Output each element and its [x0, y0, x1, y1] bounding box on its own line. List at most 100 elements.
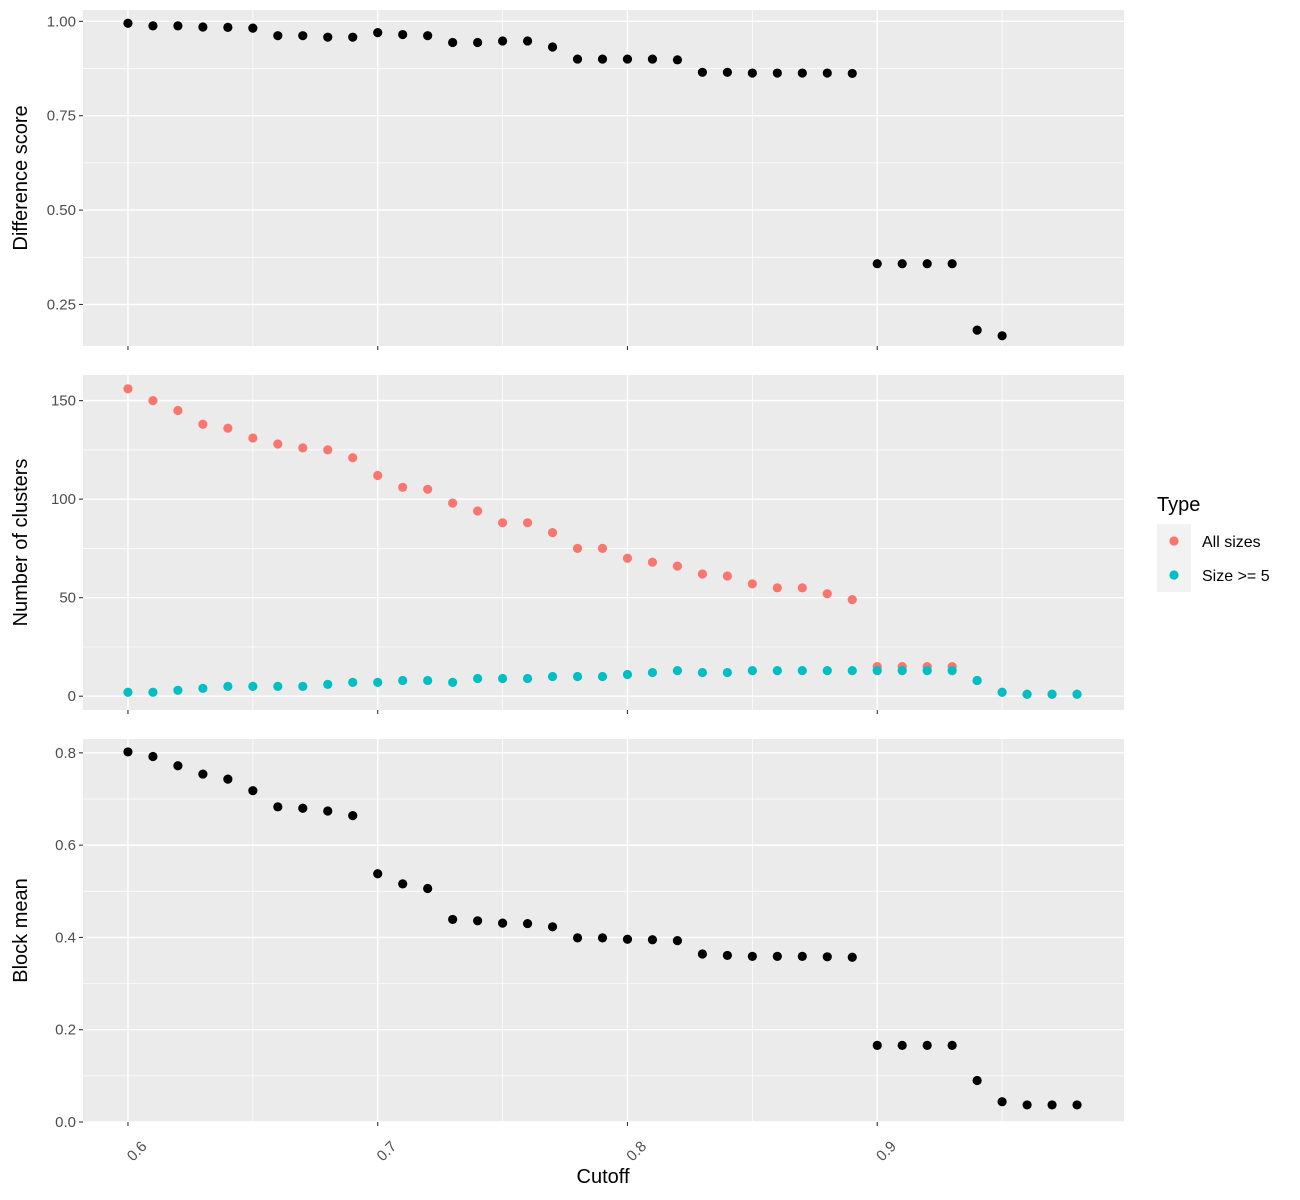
data-point	[947, 1040, 957, 1050]
data-point	[797, 665, 807, 676]
data-point	[148, 751, 158, 762]
data-point	[348, 453, 358, 463]
data-point	[597, 671, 608, 682]
data-point	[847, 68, 857, 79]
y-tick-label: 0.50	[47, 202, 76, 219]
panel-3: 0.0 0.2 0.4 0.6 0.8 Block mean	[10, 739, 1124, 1131]
data-point	[448, 498, 458, 508]
data-point	[672, 665, 683, 676]
data-point	[123, 384, 133, 394]
data-point	[872, 1040, 882, 1050]
y-tick-label: 0.75	[47, 108, 76, 125]
data-point	[772, 68, 782, 78]
data-point	[622, 934, 633, 944]
data-point	[697, 67, 708, 77]
data-point	[198, 22, 208, 32]
data-point	[797, 951, 807, 961]
series-points	[123, 18, 1007, 341]
data-point	[348, 811, 358, 821]
data-point	[223, 774, 233, 784]
data-point	[872, 259, 882, 269]
data-point	[398, 29, 408, 40]
data-point	[922, 1040, 932, 1050]
data-point	[947, 259, 957, 269]
chart-panels: 0.25 0.50 0.75 1.00 Difference score 0 50 100 15…	[10, 10, 1124, 1165]
data-point	[697, 569, 708, 579]
data-point	[497, 918, 508, 928]
data-point	[148, 21, 158, 31]
y-tick-label: 0.2	[55, 1022, 76, 1039]
data-point	[273, 802, 283, 812]
data-point	[348, 32, 358, 42]
data-point	[947, 665, 957, 676]
data-point	[572, 671, 583, 682]
series-points	[123, 747, 1082, 1110]
data-point	[897, 1040, 907, 1050]
legend-key-1	[1169, 536, 1179, 546]
data-point	[697, 667, 708, 678]
data-point	[597, 543, 608, 554]
legend: Type All sizes Size >= 5	[1157, 494, 1270, 592]
x-tick-label: 0.6	[124, 1138, 151, 1165]
y-tick-label: 150	[51, 393, 76, 410]
data-point	[547, 42, 558, 52]
data-point	[772, 665, 782, 676]
data-point	[547, 671, 558, 682]
data-point	[273, 439, 283, 449]
data-point	[473, 506, 483, 516]
data-point	[972, 675, 982, 686]
y-tick-label: 1.00	[47, 13, 76, 30]
data-point	[1047, 1100, 1057, 1110]
data-point	[497, 36, 508, 46]
data-point	[1022, 1100, 1032, 1110]
data-point	[173, 21, 183, 31]
data-point	[323, 679, 333, 689]
data-point	[448, 37, 458, 48]
data-point	[223, 681, 233, 691]
x-tick-label: 0.9	[873, 1138, 900, 1165]
data-point	[722, 667, 732, 678]
data-point	[248, 433, 258, 443]
data-point	[173, 405, 183, 416]
y-tick-label: 0.4	[55, 929, 76, 946]
legend-label: All sizes	[1202, 534, 1261, 551]
data-point	[722, 571, 732, 581]
data-point	[373, 869, 383, 879]
panel-background	[83, 375, 1124, 710]
data-point	[398, 675, 408, 686]
data-point	[897, 665, 907, 676]
data-point	[572, 543, 583, 554]
data-point	[547, 922, 558, 932]
data-point	[473, 37, 483, 48]
data-point	[822, 952, 832, 962]
data-point	[273, 31, 283, 41]
data-point	[722, 950, 732, 961]
data-point	[497, 518, 508, 528]
data-point	[972, 325, 982, 335]
data-point	[597, 54, 608, 64]
data-point	[672, 561, 683, 571]
x-tick-label: 0.8	[623, 1138, 650, 1165]
data-point	[123, 18, 133, 28]
data-point	[522, 918, 533, 929]
data-point	[597, 933, 608, 943]
data-point	[697, 949, 708, 959]
data-point	[323, 445, 333, 455]
data-point	[972, 1075, 982, 1086]
data-point	[647, 54, 658, 64]
data-point	[522, 36, 533, 46]
data-point	[647, 935, 658, 945]
data-point	[323, 32, 333, 42]
series-size-5	[123, 665, 1082, 699]
y-axis-title: Block mean	[10, 878, 32, 983]
data-point	[423, 675, 433, 686]
x-axis-title: Cutoff	[577, 1166, 630, 1188]
data-point	[722, 67, 732, 77]
legend-label: Size >= 5	[1202, 568, 1270, 585]
y-tick-label: 0.8	[55, 745, 76, 762]
legend-title: Type	[1157, 494, 1200, 516]
data-point	[248, 681, 258, 691]
data-point	[373, 470, 383, 481]
data-point	[298, 803, 308, 813]
series-all-sizes	[123, 384, 1082, 699]
